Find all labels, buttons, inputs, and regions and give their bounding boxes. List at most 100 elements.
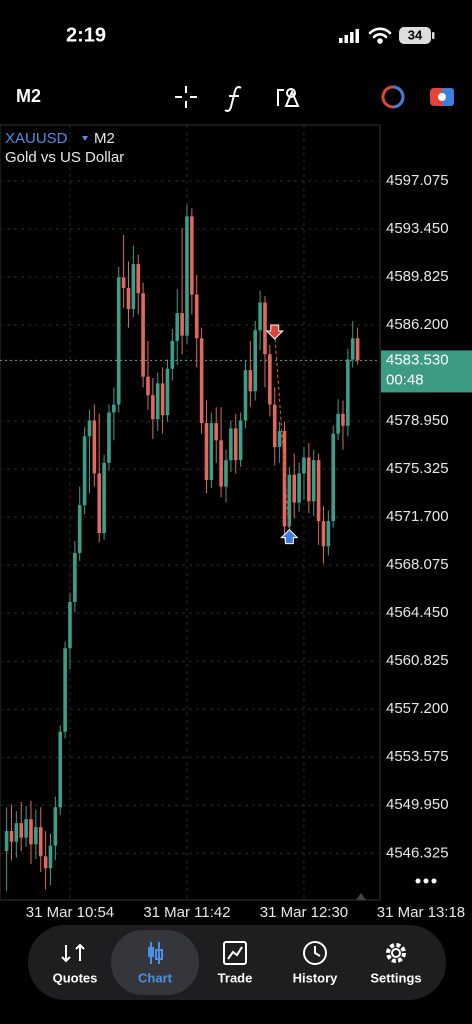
trade-marker [280,528,299,545]
candle-body [204,423,209,481]
x-tick-label: 31 Mar 12:30 [260,904,348,921]
tab-label: History [293,970,339,985]
y-tick-label: 4597.075 [386,172,449,189]
candle-body [92,420,97,474]
candle-body [82,436,87,506]
candle-body [326,521,331,547]
candle-body [43,856,48,869]
candle-body [190,216,194,295]
candle-body [34,827,38,845]
y-tick-label: 4575.325 [386,460,449,477]
candle-body [307,457,311,502]
x-tick-label: 31 Mar 11:42 [143,904,230,921]
candle-body [141,293,145,377]
chart-timeframe: M2 [94,130,115,147]
icon-part [148,947,154,957]
y-tick-label: 4546.325 [386,844,449,861]
candle-body [116,277,121,405]
candle-body [302,457,306,474]
candle-body [63,648,67,732]
tab-button[interactable]: History [293,941,339,985]
candle-body [121,277,126,288]
y-tick-label: 4571.700 [386,508,449,525]
icon-part [386,943,406,963]
signals-button[interactable] [381,85,405,109]
tab-label: Chart [138,970,173,985]
active-tab-highlight [111,930,199,995]
candle-body [165,368,170,416]
x-tick-label: 31 Mar 10:54 [26,904,114,921]
scroll-marker [356,893,366,900]
candle-body [68,601,72,649]
candle-body [155,383,160,420]
candle-body [9,831,14,842]
candle-body [24,819,28,838]
tab-button[interactable]: Chart [111,930,199,995]
icon-part [227,946,243,960]
y-tick-label: 4589.825 [386,268,449,285]
tab-button[interactable]: Trade [218,941,253,985]
candle-body [355,338,360,361]
candle-body [287,474,292,527]
crosshair-button[interactable] [175,86,197,108]
candle-body [311,460,316,502]
tab-icon [61,943,85,963]
candle-body [224,460,228,487]
candle-body [4,831,9,851]
y-tick-label: 4586.200 [386,316,449,333]
candle-body [48,845,53,869]
candle-body [126,287,131,310]
candle-body [38,827,43,857]
trade-link [274,332,290,536]
candle-body [350,338,355,360]
symbol-dropdown[interactable] [82,136,88,141]
indicators-button[interactable] [224,86,242,112]
candle-body [194,294,199,339]
candle-body [263,302,267,355]
candle-body [219,440,223,487]
candle-body [277,431,282,447]
candle-body [229,428,233,461]
y-tick-label: 4564.450 [386,604,449,621]
candle-body [243,370,248,421]
trade-button[interactable] [430,88,454,106]
symbol-description: Gold vs US Dollar [5,149,124,166]
tab-button[interactable]: Quotes [53,943,98,985]
chart-area [0,124,381,901]
last-price-box [381,350,472,393]
icon-part [303,941,327,965]
tab-bar [28,925,446,1000]
tab-icon [386,943,406,963]
candle-body [272,404,277,447]
candle-body [160,383,165,416]
tab-button[interactable]: Settings [370,943,422,985]
candle-body [87,420,92,437]
candle-body [336,413,340,434]
tab-label: Settings [370,970,421,985]
candle-body [151,395,155,420]
candle-body [233,428,238,461]
timeframe-button[interactable]: M2 [16,86,41,106]
candle-body [14,823,19,842]
candle-body [199,338,204,424]
candle-body [136,264,141,294]
objects-button[interactable] [277,88,300,107]
candle-body [107,412,111,463]
y-tick-label: 4549.950 [386,796,449,813]
candle-body [268,354,272,405]
tab-label: Trade [218,970,253,985]
countdown: 00:48 [386,371,424,388]
tab-icon [148,942,163,964]
more-button[interactable] [415,878,437,884]
candle-body [248,370,253,392]
y-tick-label: 4578.950 [386,412,449,429]
y-tick-label: 4553.575 [386,748,449,765]
tab-label: Quotes [53,970,98,985]
y-tick-label: 4568.075 [386,556,449,573]
tab-icon [223,941,247,965]
candle-body [112,404,116,413]
candle-body [58,731,63,808]
plot [0,125,380,900]
